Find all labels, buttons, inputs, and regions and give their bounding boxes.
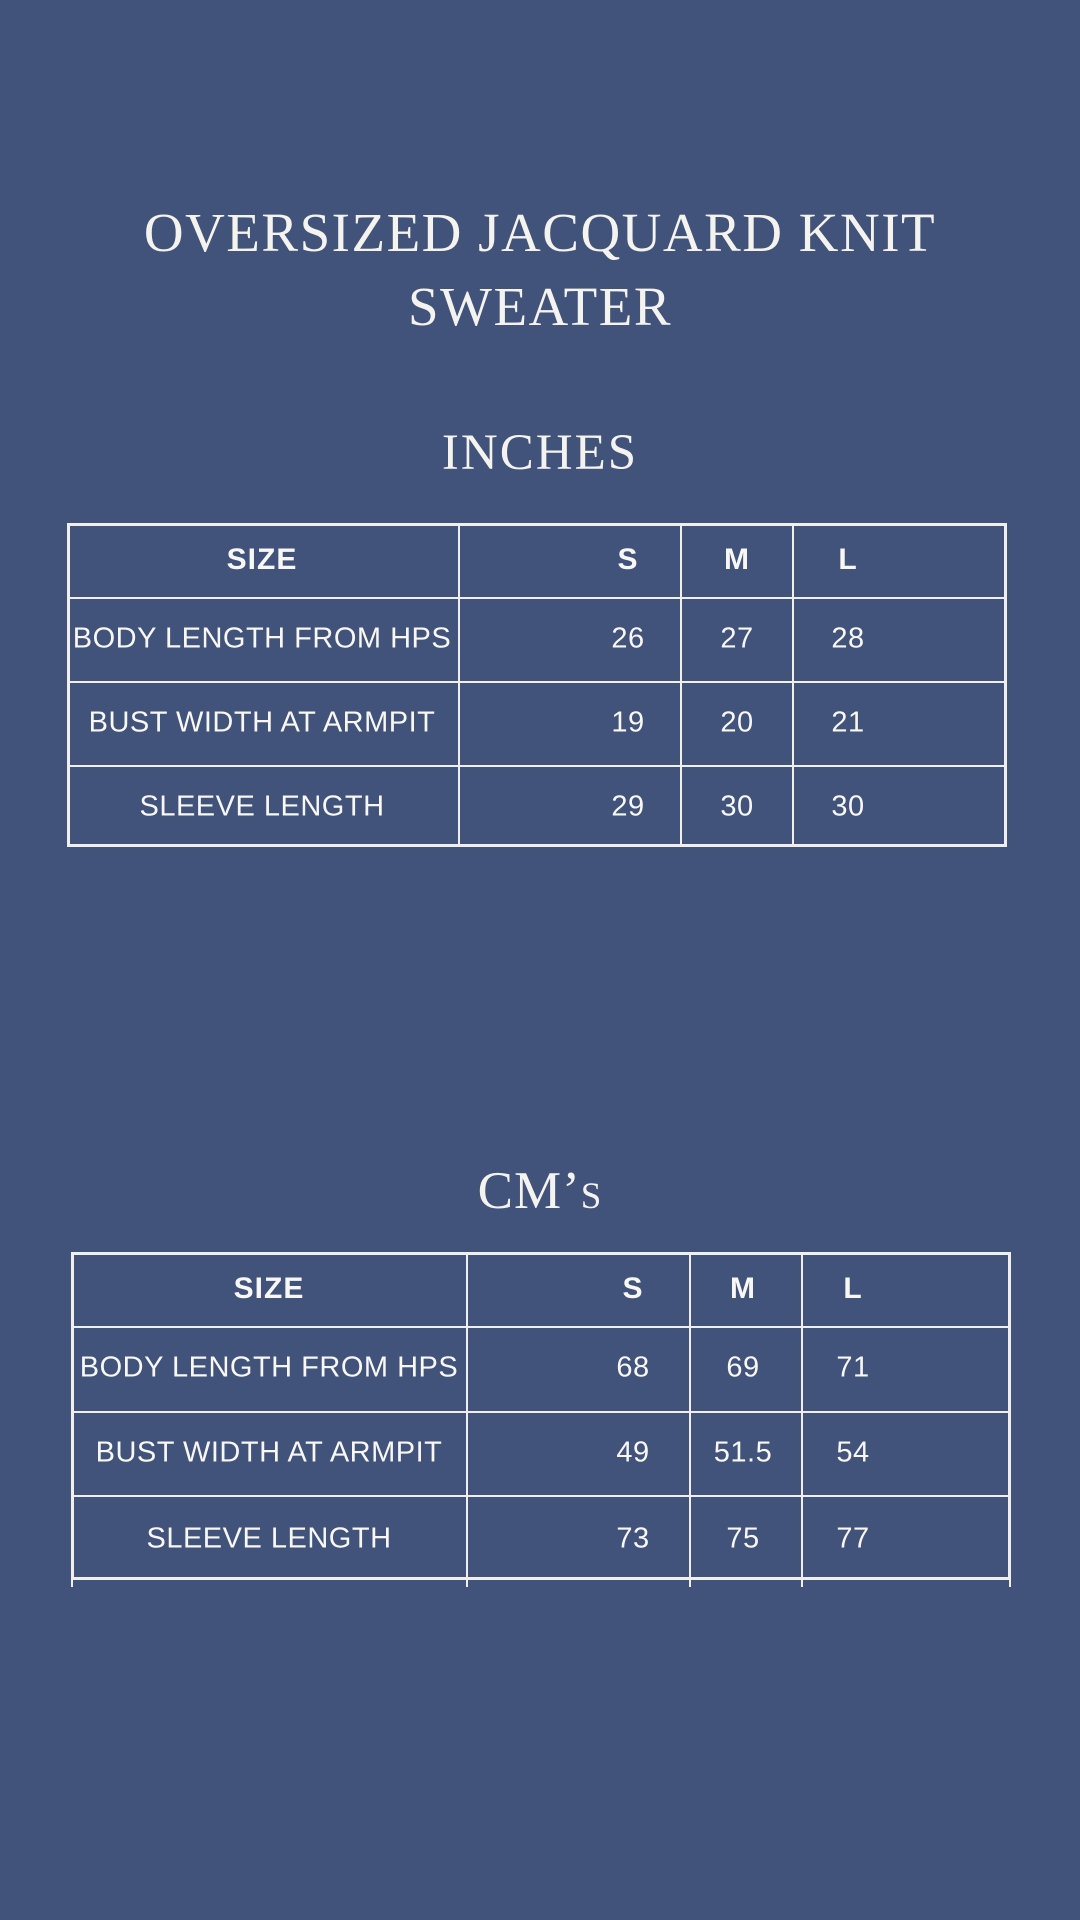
column-header-l: L — [838, 543, 858, 576]
cell-value: 69 — [726, 1351, 760, 1384]
cell-value: 30 — [720, 790, 754, 823]
inches-size-table: SIZE S M L BODY LENGTH FROM HPS 26 27 28… — [67, 523, 1007, 847]
cell-value: 54 — [836, 1436, 870, 1469]
cell-value: 77 — [836, 1522, 870, 1555]
column-divider — [801, 1255, 803, 1577]
cm-heading: CM’s — [477, 1162, 603, 1220]
product-title-line-2: SWEATER — [407, 276, 673, 337]
column-header-s: S — [622, 1272, 644, 1305]
table-bottom-tail — [801, 1575, 803, 1587]
column-divider — [458, 526, 460, 844]
cell-value: 75 — [726, 1522, 760, 1555]
inches-heading: INCHES — [441, 425, 639, 481]
table-bottom-tail — [1009, 1575, 1011, 1587]
cell-value: 71 — [836, 1351, 870, 1384]
row-divider — [70, 765, 1004, 767]
product-title: OVERSIZED JACQUARD KNIT SWEATER — [0, 196, 1080, 344]
cell-value: 29 — [611, 790, 645, 823]
row-label: BODY LENGTH FROM HPS — [72, 622, 452, 655]
row-label: BODY LENGTH FROM HPS — [79, 1351, 459, 1384]
column-header-s: S — [617, 543, 639, 576]
size-column-header: SIZE — [226, 543, 298, 576]
row-divider — [74, 1326, 1008, 1328]
table-bottom-tail — [466, 1575, 468, 1587]
cell-value: 26 — [611, 622, 645, 655]
row-label: SLEEVE LENGTH — [146, 1522, 392, 1555]
row-label: SLEEVE LENGTH — [139, 790, 385, 823]
row-divider — [70, 681, 1004, 683]
column-divider — [466, 1255, 468, 1577]
cell-value: 73 — [616, 1522, 650, 1555]
size-column-header: SIZE — [233, 1272, 305, 1305]
cell-value: 28 — [831, 622, 865, 655]
cell-value: 30 — [831, 790, 865, 823]
column-divider — [792, 526, 794, 844]
cell-value: 19 — [611, 706, 645, 739]
cell-value: 49 — [616, 1436, 650, 1469]
cell-value: 68 — [616, 1351, 650, 1384]
row-label: BUST WIDTH AT ARMPIT — [95, 1436, 443, 1469]
row-divider — [70, 597, 1004, 599]
column-divider — [680, 526, 682, 844]
column-header-l: L — [843, 1272, 863, 1305]
table-bottom-tail — [71, 1575, 73, 1587]
cell-value: 21 — [831, 706, 865, 739]
row-divider — [74, 1495, 1008, 1497]
column-header-m: M — [730, 1272, 756, 1305]
column-header-m: M — [724, 543, 750, 576]
cell-value: 51.5 — [713, 1436, 773, 1469]
cell-value: 20 — [720, 706, 754, 739]
cm-size-table: SIZE S M L BODY LENGTH FROM HPS 68 69 71… — [71, 1252, 1011, 1587]
product-title-line-1: OVERSIZED JACQUARD KNIT — [143, 202, 937, 263]
row-label: BUST WIDTH AT ARMPIT — [88, 706, 436, 739]
column-divider — [689, 1255, 691, 1577]
row-divider — [74, 1411, 1008, 1413]
table-bottom-tail — [689, 1575, 691, 1587]
cell-value: 27 — [720, 622, 754, 655]
